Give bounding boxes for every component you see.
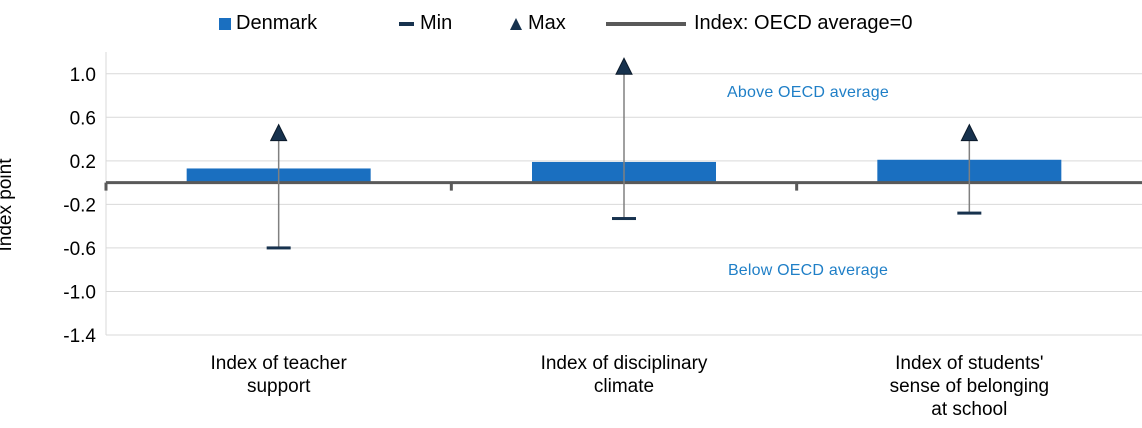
x-category-label-line: support [246, 376, 311, 397]
legend-item-oecd: Index: OECD average=0 [606, 12, 912, 35]
y-tick-label: 1.0 [70, 65, 96, 86]
x-category-label-line: Index of students' [895, 353, 1044, 374]
x-category-label-line: Index of disciplinary [540, 353, 708, 374]
y-tick-label: -0.6 [63, 239, 96, 260]
min-marker [957, 211, 982, 215]
legend-swatch-oecd [606, 21, 686, 26]
legend-label-denmark: Denmark [236, 12, 318, 34]
min-marker [612, 217, 636, 221]
legend-item-min: Min [398, 12, 452, 35]
legend-label-min: Min [420, 12, 453, 34]
x-category-label-line: sense of belonging [889, 376, 1050, 397]
y-tick-label: -1.0 [63, 282, 96, 303]
x-category-label-line: climate [593, 376, 655, 397]
y-tick-label: -1.4 [63, 326, 96, 347]
x-category-label-line: at school [931, 399, 1008, 420]
legend-label-max: Max [528, 12, 566, 34]
x-category-label: Index of students' sense of belonging at s… [839, 352, 1099, 421]
legend-swatch-min [399, 21, 414, 26]
legend-swatch-denmark [219, 17, 231, 30]
legend-item-denmark: Denmark [218, 12, 317, 35]
y-tick-label: 0.2 [70, 152, 96, 173]
legend: Denmark Min Max Index: OECD average=0 [0, 12, 1142, 40]
annotation-below: Below OECD average [727, 262, 889, 279]
legend-label-oecd: Index: OECD average=0 [694, 12, 913, 34]
y-axis-title: Index point [0, 158, 16, 252]
x-category-label: Index of teacher support [149, 352, 409, 398]
max-marker [269, 123, 288, 142]
y-tick-label: -0.2 [63, 195, 96, 216]
x-category-label-line: Index of teacher [210, 353, 347, 374]
max-marker [615, 57, 633, 75]
min-marker [266, 246, 291, 250]
legend-item-max: Max [508, 12, 566, 35]
y-tick-label: 0.6 [70, 108, 96, 129]
max-marker [960, 123, 979, 142]
x-category-label: Index of disciplinary climate [494, 352, 754, 398]
legend-swatch-max [510, 17, 522, 30]
annotation-above: Above OECD average [727, 84, 889, 101]
